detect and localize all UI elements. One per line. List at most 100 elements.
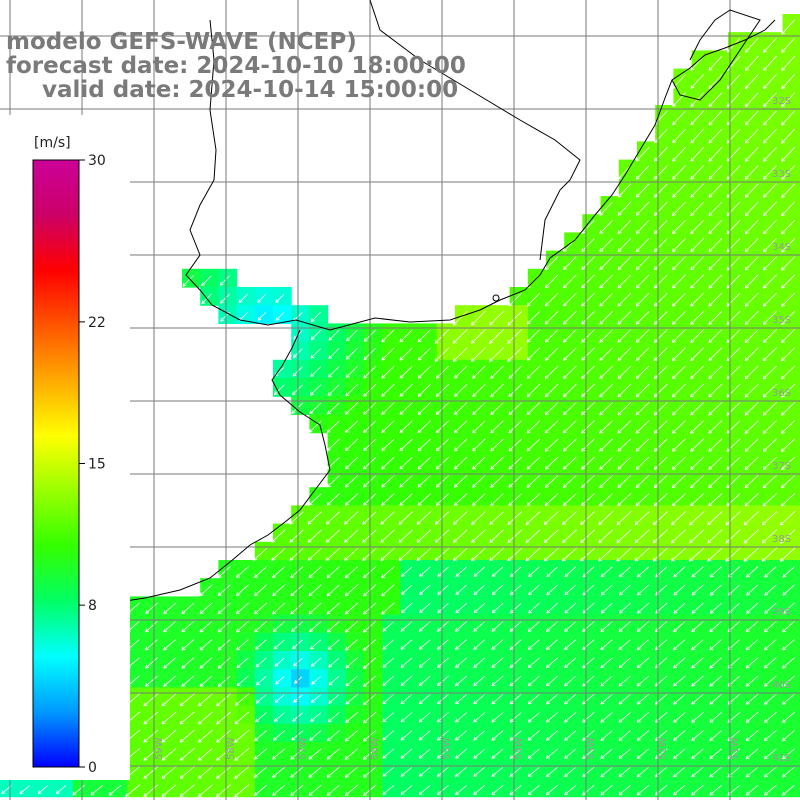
wind-cell xyxy=(200,778,219,798)
wind-arrow xyxy=(526,347,541,361)
wind-cell xyxy=(291,687,310,707)
wind-arrow xyxy=(563,438,577,452)
wind-arrow xyxy=(398,547,413,561)
wind-cell xyxy=(182,778,201,798)
wind-arrow xyxy=(618,784,631,796)
wind-arrow xyxy=(437,584,449,596)
wind-arrow xyxy=(163,602,176,615)
wind-arrow xyxy=(473,621,486,632)
wind-arrow xyxy=(781,274,796,289)
wind-arrow xyxy=(272,584,286,597)
wind-cell xyxy=(709,687,729,707)
wind-cell xyxy=(709,614,729,634)
wind-arrow xyxy=(417,329,431,343)
wind-cell xyxy=(546,378,565,397)
wind-cell xyxy=(709,469,729,488)
wind-arrow xyxy=(546,584,558,596)
wind-cell xyxy=(546,651,565,670)
wind-cell xyxy=(473,414,492,434)
wind-cell xyxy=(655,651,674,670)
wind-arrow xyxy=(690,128,704,144)
wind-cell xyxy=(509,414,529,434)
wind-cell xyxy=(655,414,674,434)
wind-arrow xyxy=(401,584,413,595)
wind-cell xyxy=(127,596,147,616)
wind-cell xyxy=(691,523,711,543)
wind-arrow xyxy=(145,639,158,651)
wind-cell xyxy=(491,705,511,725)
wind-arrow xyxy=(781,329,796,344)
valid-date: valid date: 2024-10-14 15:00:00 xyxy=(42,77,458,103)
wind-arrow xyxy=(272,602,286,615)
wind-cell xyxy=(236,742,256,761)
wind-arrow xyxy=(527,712,540,723)
wind-cell xyxy=(564,560,583,579)
forecast-date: forecast date: 2024-10-10 18:00:00 xyxy=(6,53,466,79)
wind-cell xyxy=(345,760,365,779)
wind-cell xyxy=(455,541,474,561)
wind-arrow xyxy=(708,147,723,162)
wind-cell xyxy=(600,359,620,379)
wind-arrow xyxy=(564,730,577,741)
wind-cell xyxy=(473,450,492,470)
wind-cell xyxy=(564,760,583,779)
wind-arrow xyxy=(672,402,686,416)
wind-arrow xyxy=(197,747,213,761)
wind-cell xyxy=(145,742,165,761)
wind-arrow xyxy=(745,784,759,796)
wind-arrow xyxy=(307,529,322,543)
wind-arrow xyxy=(344,766,359,778)
wind-cell xyxy=(655,432,674,452)
wind-arrow xyxy=(326,584,340,597)
wind-arrow xyxy=(745,55,759,71)
wind-arrow xyxy=(652,511,668,526)
wind-cell xyxy=(327,578,347,597)
wind-arrow xyxy=(490,383,504,397)
wind-arrow xyxy=(257,312,266,321)
wind-cell xyxy=(691,632,711,652)
wind-arrow xyxy=(546,602,558,614)
wind-arrow xyxy=(526,292,541,307)
wind-arrow xyxy=(581,438,595,452)
wind-arrow xyxy=(471,511,486,525)
wind-cell xyxy=(200,723,219,743)
wind-cell xyxy=(254,651,274,670)
wind-arrow xyxy=(525,547,541,562)
wind-arrow xyxy=(708,365,723,380)
wind-arrow xyxy=(708,383,723,398)
wind-arrow xyxy=(509,784,522,796)
wind-arrow xyxy=(762,347,777,362)
latitude-label: 33S xyxy=(772,169,791,180)
wind-arrow xyxy=(781,310,796,325)
wind-cell xyxy=(655,778,674,798)
wind-cell xyxy=(746,487,765,506)
wind-cell xyxy=(473,469,492,488)
longitude-label: 53W xyxy=(586,737,597,760)
wind-cell xyxy=(637,323,656,343)
wind-cell xyxy=(673,541,693,561)
wind-arrow xyxy=(617,256,632,271)
wind-arrow xyxy=(544,329,559,343)
wind-arrow xyxy=(217,620,231,633)
wind-cell xyxy=(691,614,711,634)
wind-cell xyxy=(709,778,729,798)
wind-arrow xyxy=(600,584,613,596)
wind-arrow xyxy=(600,712,613,723)
wind-arrow xyxy=(381,584,395,597)
wind-cell xyxy=(291,541,310,561)
wind-arrow xyxy=(762,420,777,434)
wind-arrow xyxy=(581,493,595,506)
wind-arrow xyxy=(564,621,577,632)
wind-arrow xyxy=(419,603,431,614)
wind-arrow xyxy=(670,547,687,562)
wind-cell xyxy=(546,596,565,616)
wind-cell xyxy=(546,287,565,306)
wind-arrow xyxy=(544,438,559,452)
wind-cell xyxy=(473,596,492,616)
wind-cell xyxy=(582,396,602,415)
wind-arrow xyxy=(381,456,395,470)
wind-cell xyxy=(436,323,456,343)
wind-cell xyxy=(728,578,747,597)
wind-cell xyxy=(764,723,784,743)
wind-cell xyxy=(764,487,784,506)
